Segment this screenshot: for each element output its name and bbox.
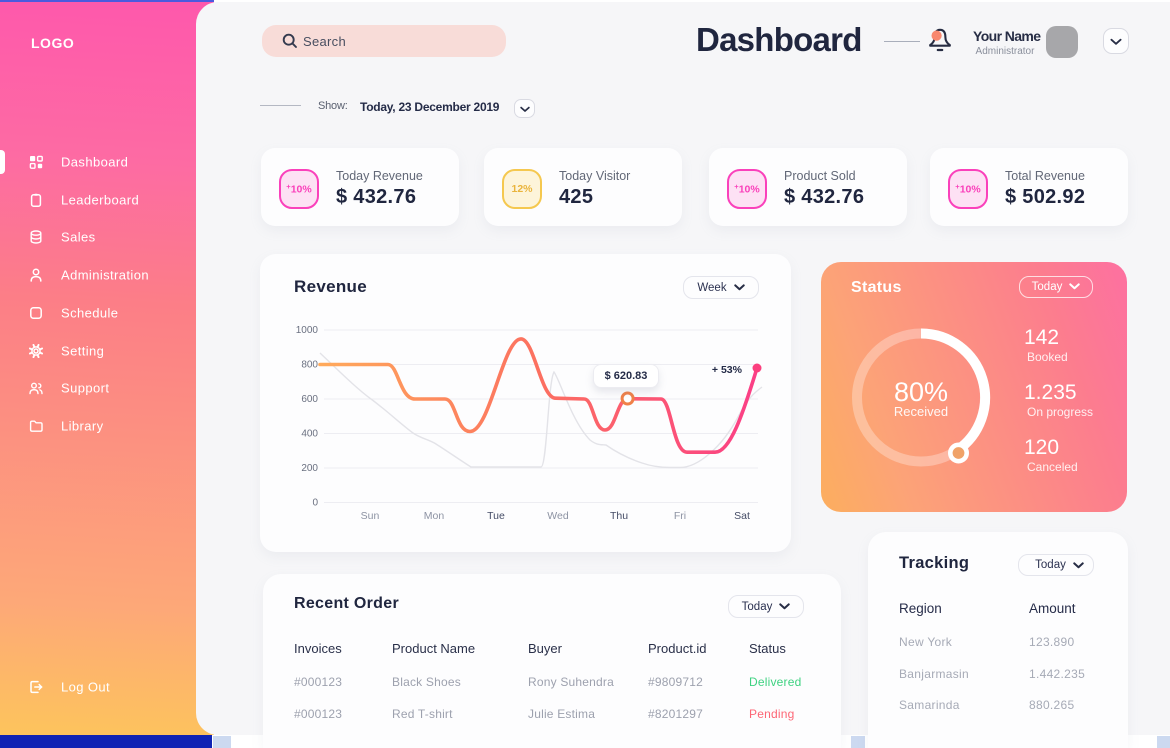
svg-text:Fri: Fri bbox=[674, 510, 686, 522]
svg-text:600: 600 bbox=[301, 394, 318, 405]
svg-text:Sun: Sun bbox=[361, 510, 380, 522]
svg-text:Wed: Wed bbox=[547, 510, 569, 522]
svg-text:800: 800 bbox=[301, 360, 318, 371]
svg-text:400: 400 bbox=[301, 429, 318, 440]
svg-text:Tue: Tue bbox=[487, 510, 505, 522]
svg-text:1000: 1000 bbox=[296, 325, 319, 336]
svg-text:Sat: Sat bbox=[734, 510, 750, 522]
svg-text:200: 200 bbox=[301, 463, 318, 474]
svg-text:0: 0 bbox=[312, 498, 318, 509]
svg-text:Mon: Mon bbox=[424, 510, 445, 522]
svg-text:Thu: Thu bbox=[610, 510, 628, 522]
